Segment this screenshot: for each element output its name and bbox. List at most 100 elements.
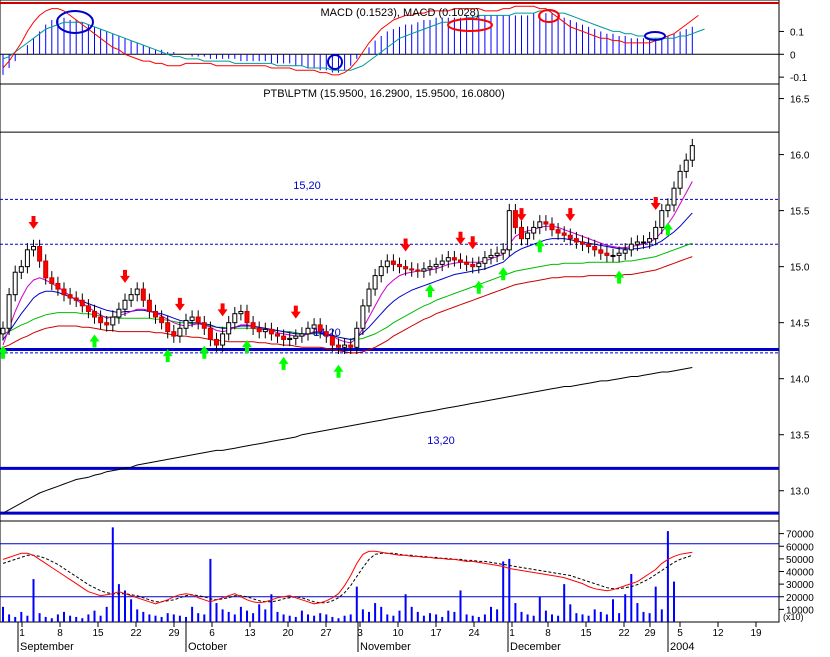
candle-body <box>659 210 665 228</box>
buy-signal-arrow <box>199 345 210 359</box>
candle-body <box>671 187 677 206</box>
candle-body <box>116 308 122 318</box>
highlight-circle <box>56 10 94 34</box>
candle-body <box>183 319 189 329</box>
candle-body <box>104 322 110 326</box>
candle-body <box>421 268 427 272</box>
candle-body <box>305 327 311 335</box>
sell-signal-arrow <box>516 208 527 222</box>
x-tick-label: 8 <box>57 628 63 639</box>
volume-y-label: 50000 <box>786 555 814 566</box>
candle-body <box>622 249 628 254</box>
volume-y-label: 30000 <box>786 580 814 591</box>
buy-signal-arrow <box>473 280 484 294</box>
x-tick-label: 5 <box>677 628 683 639</box>
x-tick-label: 6 <box>209 628 215 639</box>
candle-body <box>299 333 305 337</box>
candle-body <box>287 337 293 340</box>
x-tick-label: 27 <box>320 628 332 639</box>
price-y-label: 13.5 <box>790 431 810 442</box>
sell-signal-arrow <box>467 236 478 250</box>
candle-body <box>677 170 683 189</box>
candle-body <box>329 335 335 346</box>
candle-body <box>488 254 494 259</box>
sell-signal-arrow <box>28 216 39 230</box>
candle-body <box>531 226 537 234</box>
x-tick-label: 17 <box>430 628 442 639</box>
candle-body <box>43 260 49 279</box>
candle-body <box>470 263 476 268</box>
volume-panel-frame <box>0 520 780 623</box>
candle-body <box>177 327 183 337</box>
candle-body <box>55 282 61 290</box>
buy-signal-arrow <box>425 284 435 298</box>
candle-body <box>415 269 421 272</box>
buy-signal-arrow <box>242 340 252 354</box>
candle-body <box>689 145 695 161</box>
buy-signal-arrow <box>89 334 100 348</box>
candle-body <box>464 261 470 265</box>
price-panel-frame <box>0 83 780 522</box>
candle-body <box>201 322 207 329</box>
candle-body <box>171 331 177 337</box>
candle-body <box>153 310 158 318</box>
x-tick-label: 3 <box>357 628 363 639</box>
candle-body <box>458 259 463 263</box>
price-panel <box>0 131 779 515</box>
candle-body <box>390 260 396 265</box>
annotation-14-20: 14,20 <box>313 327 341 339</box>
month-label: October <box>188 641 227 652</box>
candle-body <box>293 335 299 339</box>
candle-body <box>653 226 659 240</box>
candle-body <box>232 313 238 324</box>
month-label: September <box>20 641 74 652</box>
candle-body <box>128 294 134 301</box>
candle-body <box>85 305 91 312</box>
x-tick-label: 22 <box>618 628 630 639</box>
x-tick-label: 20 <box>282 628 294 639</box>
candle-body <box>592 245 598 251</box>
candle-body <box>73 297 79 301</box>
price-y-label: 15.5 <box>790 207 810 218</box>
candle-body <box>384 260 390 268</box>
buy-signal-arrow <box>333 364 344 378</box>
annotation-15-20: 15,20 <box>293 180 321 192</box>
axes: 0.1 0 -0.1 16.5 16.0 15.5 15.0 14.5 14.0 13.5 13.0… <box>17 27 814 653</box>
candle-body <box>598 249 604 254</box>
candle-body <box>281 335 287 340</box>
volume-panel <box>0 527 779 622</box>
candle-body <box>683 159 689 172</box>
price-y-label: 16.5 <box>790 95 810 106</box>
candle-body <box>628 243 634 251</box>
sell-signal-arrow <box>120 269 130 283</box>
candle-body <box>476 262 482 268</box>
candle-body <box>195 316 201 324</box>
candle-body <box>165 322 171 333</box>
candle-body <box>378 266 384 277</box>
volume-y-label: 10000 <box>786 605 814 616</box>
candle-body <box>506 210 512 251</box>
long-trend-line <box>2 367 693 514</box>
candle-body <box>610 254 616 257</box>
candle-body <box>543 221 549 225</box>
candle-body <box>61 288 67 296</box>
candle-body <box>342 344 348 348</box>
x-tick-label: 24 <box>468 628 480 639</box>
macd-panel <box>0 5 779 76</box>
candle-body <box>586 243 592 247</box>
candle-body <box>482 257 488 264</box>
candle-body <box>519 226 524 240</box>
candle-body <box>641 241 646 244</box>
x-tick-label: 15 <box>92 628 104 639</box>
candle-body <box>323 331 329 337</box>
stoch-k-line <box>2 550 693 605</box>
candle-body <box>226 322 232 335</box>
sell-signal-arrow <box>565 208 576 222</box>
candle-body <box>616 252 622 256</box>
volume-y-label: 60000 <box>786 542 814 553</box>
buy-signal-arrow <box>498 267 509 281</box>
candle-body <box>238 310 244 315</box>
sell-signal-arrow <box>290 305 301 319</box>
x-tick-label: 15 <box>580 628 592 639</box>
